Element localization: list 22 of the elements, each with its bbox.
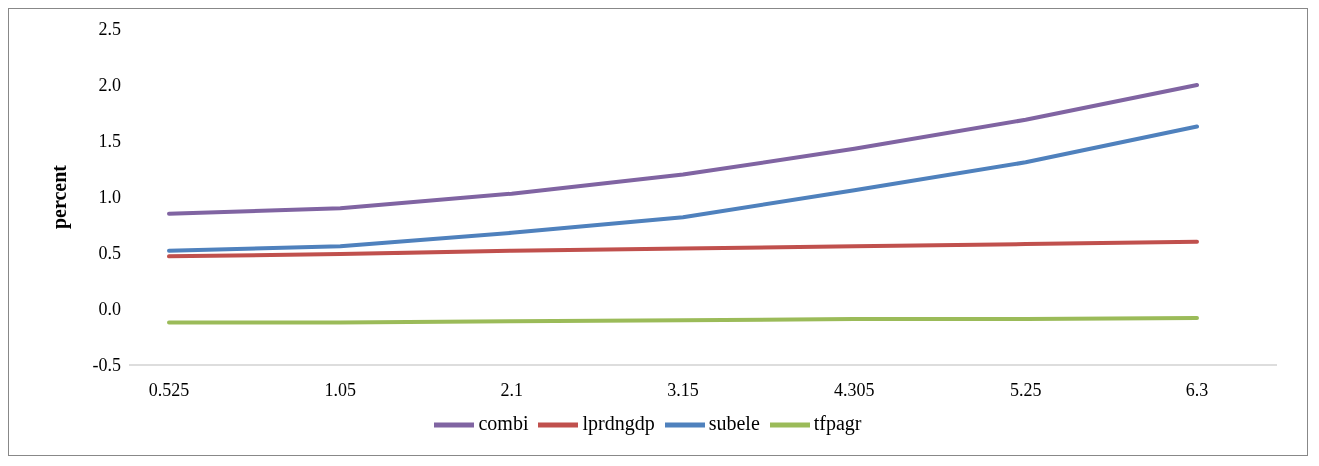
y-axis-title: percent xyxy=(48,164,72,230)
x-tick-label: 1.05 xyxy=(324,379,357,400)
y-tick-label: 0.0 xyxy=(98,299,121,320)
x-tick-label: 0.525 xyxy=(148,379,190,400)
y-tick-label: 2.0 xyxy=(98,75,121,96)
x-tick-label: 2.1 xyxy=(500,379,523,400)
y-tick-label: 2.5 xyxy=(98,19,121,40)
legend-label: tfpagr xyxy=(813,411,862,434)
y-tick-label: 1.5 xyxy=(98,131,121,152)
legend-label: combi xyxy=(478,411,529,434)
y-tick-label: -0.5 xyxy=(92,355,121,376)
y-tick-label: 1.0 xyxy=(98,187,121,208)
x-tick-label: 6.3 xyxy=(1185,379,1209,400)
y-tick-label: 0.5 xyxy=(98,243,121,264)
line-series xyxy=(167,239,1199,259)
line-series xyxy=(167,83,1199,216)
legend-label: subele xyxy=(708,411,760,434)
x-tick-label: 3.15 xyxy=(667,379,699,400)
x-tick-label: 4.305 xyxy=(834,379,875,400)
line-series xyxy=(167,124,1199,253)
legend-label: lprdngdp xyxy=(582,411,655,434)
x-tick-label: 5.25 xyxy=(1009,379,1042,400)
